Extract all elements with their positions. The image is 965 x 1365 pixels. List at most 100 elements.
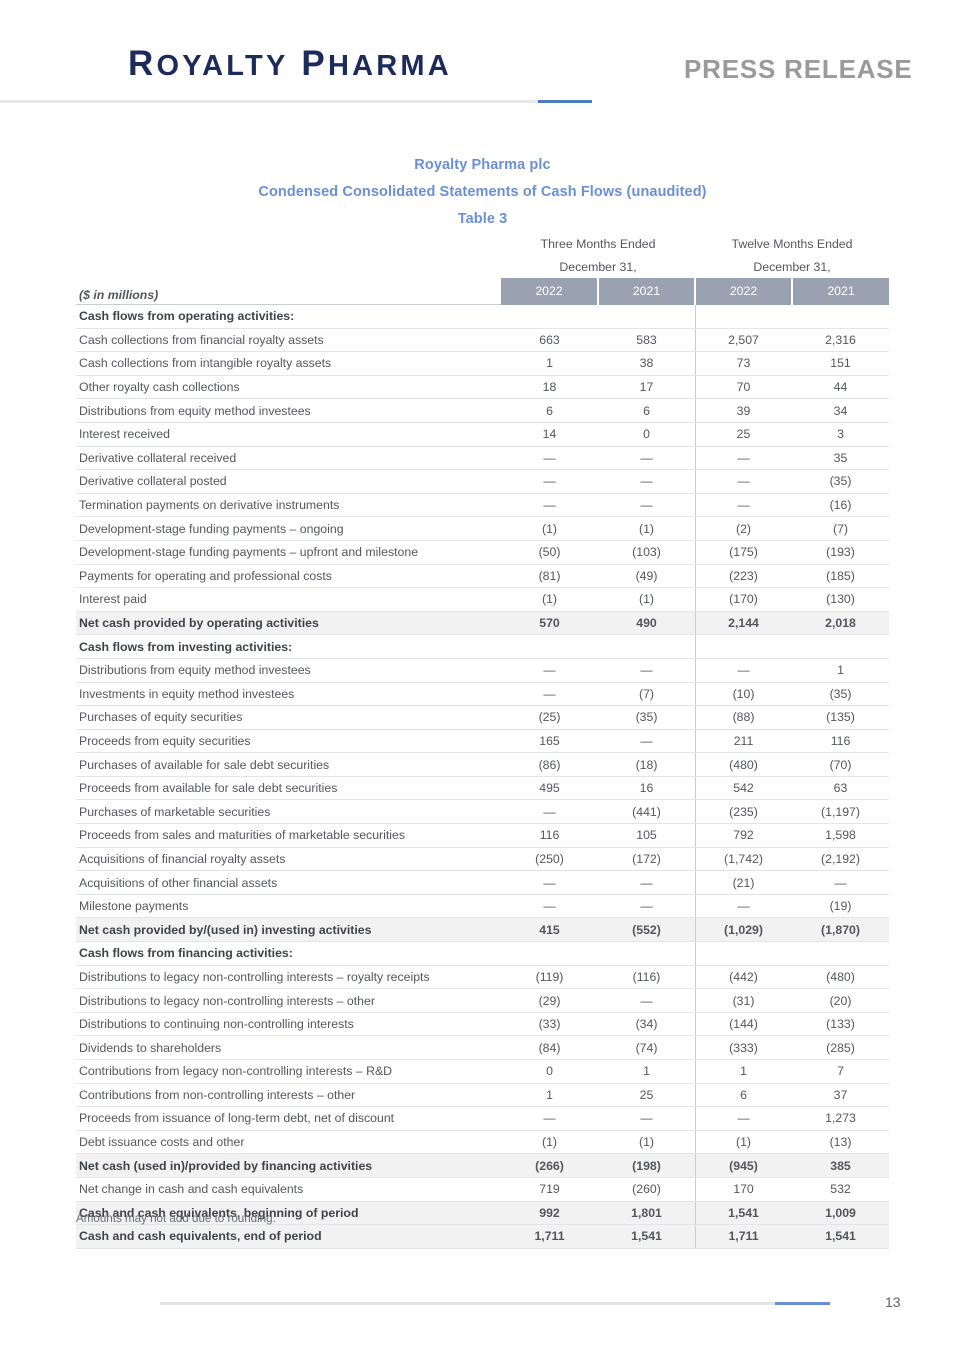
group-header-three-months-line1: Three Months Ended (540, 236, 656, 251)
row-value: (1,197) (792, 799, 889, 825)
row-value: 490 (598, 611, 695, 636)
table-row: Cash collections from intangible royalty… (76, 351, 889, 376)
row-label: Proceeds from sales and maturities of ma… (76, 823, 501, 848)
row-label: Termination payments on derivative instr… (76, 493, 501, 518)
table-row: Distributions from equity method investe… (76, 658, 889, 683)
row-value: (945) (695, 1153, 792, 1178)
table-row: Development-stage funding payments – ong… (76, 516, 889, 541)
row-value: 116 (501, 823, 598, 848)
row-label: Acquisitions of other financial assets (76, 870, 501, 895)
row-value: (18) (598, 752, 695, 777)
table-row: Net cash provided by operating activitie… (76, 611, 889, 636)
row-value: — (695, 469, 792, 494)
row-value: 105 (598, 823, 695, 848)
group-header-twelve-months-line2: December 31, (753, 259, 831, 274)
row-label: Purchases of equity securities (76, 705, 501, 730)
row-label: Net cash provided by/(used in) investing… (76, 917, 501, 943)
table-row: Cash and cash equivalents, beginning of … (76, 1201, 889, 1226)
row-value: (260) (598, 1177, 695, 1202)
row-value: 1 (501, 351, 598, 376)
row-label: Purchases of marketable securities (76, 799, 501, 825)
row-value: 2,507 (695, 328, 792, 353)
row-value: 18 (501, 375, 598, 400)
row-value: — (598, 729, 695, 754)
row-value: — (501, 1106, 598, 1131)
row-value: 570 (501, 611, 598, 636)
row-value: (13) (792, 1130, 889, 1155)
row-value: (552) (598, 917, 695, 943)
row-value: (1,742) (695, 847, 792, 872)
row-value: 992 (501, 1201, 598, 1226)
row-value: 25 (598, 1083, 695, 1108)
footer-divider-accent (775, 1302, 830, 1305)
row-value: 1 (598, 1059, 695, 1084)
row-label: Development-stage funding payments – ong… (76, 516, 501, 541)
row-value: — (598, 493, 695, 518)
title-table-number: Table 3 (457, 211, 508, 227)
row-label: Other royalty cash collections (76, 375, 501, 400)
footer-divider-grey (160, 1302, 775, 1305)
row-value: 37 (792, 1083, 889, 1108)
row-value: (7) (598, 682, 695, 707)
row-value: (103) (598, 540, 695, 565)
row-value: — (598, 446, 695, 471)
document-titles: Royalty Pharma plc Condensed Consolidate… (0, 152, 965, 233)
row-value (598, 941, 695, 966)
row-value: (333) (695, 1035, 792, 1060)
title-statement: Condensed Consolidated Statements of Cas… (258, 184, 707, 200)
year-header-y-2022: 2022 (695, 278, 793, 305)
row-value: — (598, 894, 695, 919)
row-value: 1,711 (695, 1224, 792, 1249)
row-label: Dividends to shareholders (76, 1035, 501, 1060)
header-divider-accent (538, 100, 592, 103)
row-value: (250) (501, 847, 598, 872)
row-value: 25 (695, 422, 792, 447)
row-label: Net cash (used in)/provided by financing… (76, 1153, 501, 1178)
row-label: Distributions from equity method investe… (76, 398, 501, 423)
table-row: Cash flows from financing activities: (76, 941, 889, 966)
row-value: 6 (695, 1083, 792, 1108)
table-row: Purchases of marketable securities — (441)… (76, 799, 889, 825)
row-value: (86) (501, 752, 598, 777)
row-value: — (501, 493, 598, 518)
row-value: 415 (501, 917, 598, 943)
row-value: (1) (598, 587, 695, 612)
table-row: Milestone payments — — — (19) (76, 894, 889, 919)
row-label: Cash flows from investing activities: (76, 634, 501, 659)
row-value: — (501, 894, 598, 919)
row-value: — (695, 446, 792, 471)
table-row: Cash collections from financial royalty … (76, 328, 889, 353)
row-value: (185) (792, 564, 889, 589)
row-value: 1,009 (792, 1201, 889, 1226)
row-value: — (695, 493, 792, 518)
row-value: (1) (501, 1130, 598, 1155)
row-label: Cash and cash equivalents, end of period (76, 1224, 501, 1249)
row-value: 116 (792, 729, 889, 754)
table-row: Distributions to legacy non-controlling … (76, 988, 889, 1013)
row-value: 2,144 (695, 611, 792, 636)
table-row: Acquisitions of financial royalty assets… (76, 847, 889, 872)
table-row: Net change in cash and cash equivalents 7… (76, 1177, 889, 1202)
row-value: (29) (501, 988, 598, 1013)
row-value: (1) (501, 587, 598, 612)
row-value: (35) (792, 469, 889, 494)
row-value: 0 (501, 1059, 598, 1084)
row-value: (34) (598, 1012, 695, 1037)
row-value: (193) (792, 540, 889, 565)
row-value: 1,541 (792, 1224, 889, 1249)
table-row: Investments in equity method investees —(… (76, 682, 889, 707)
row-value: 63 (792, 776, 889, 801)
group-header-twelve-months-line1: Twelve Months Ended (731, 236, 853, 251)
row-value: (16) (792, 493, 889, 518)
year-header-row: ($ in millions) 2022 2021 2022 2021 (76, 278, 889, 305)
row-value: 1 (792, 658, 889, 683)
row-value: 35 (792, 446, 889, 471)
row-value: 14 (501, 422, 598, 447)
table-footnote: Amounts may not add due to rounding. (76, 1212, 276, 1225)
row-value: 0 (598, 422, 695, 447)
table-header: Three Months Ended Twelve Months Ended D… (76, 232, 889, 305)
cash-flow-table: Three Months Ended Twelve Months Ended D… (76, 232, 889, 1249)
page-header: ROYALTY PHARMA PRESS RELEASE (0, 0, 965, 108)
row-value: 1,541 (695, 1201, 792, 1226)
table-row: Contributions from non-controlling inter… (76, 1083, 889, 1108)
